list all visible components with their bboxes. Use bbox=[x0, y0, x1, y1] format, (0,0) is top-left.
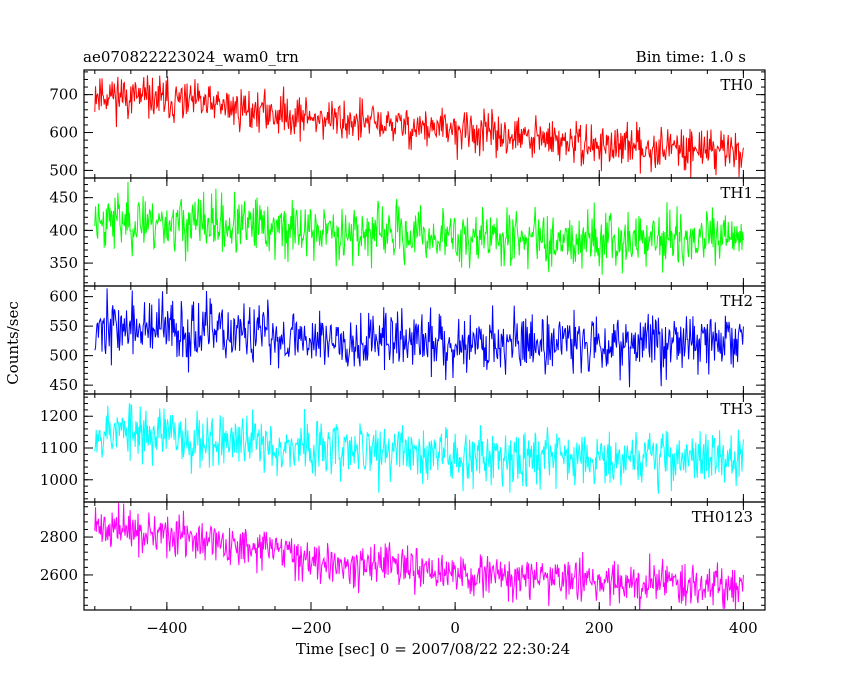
x-axis-label: Time [sec] 0 = 2007/08/22 22:30:24 bbox=[296, 640, 570, 658]
panel-th0: 500 600 700 TH0 bbox=[49, 69, 766, 179]
panel-label: TH3 bbox=[720, 400, 753, 418]
y-tick-label: 600 bbox=[49, 288, 78, 306]
x-tick-label: −200 bbox=[290, 619, 331, 637]
x-tick-label: 200 bbox=[585, 619, 614, 637]
y-tick-label: 400 bbox=[49, 221, 78, 239]
panel-th3: 1000 1100 1200 TH3 bbox=[40, 393, 766, 503]
y-tick-label: 550 bbox=[49, 317, 78, 335]
chart-title: ae070822223024_wam0_trn bbox=[83, 48, 299, 66]
y-tick-label: 600 bbox=[49, 124, 78, 142]
series-th0 bbox=[94, 75, 744, 178]
series-th0123 bbox=[94, 502, 744, 610]
panel-th0123: 2600 2800 TH0123 bbox=[40, 501, 766, 611]
y-tick-label: 450 bbox=[49, 376, 78, 394]
y-tick-label: 1200 bbox=[40, 407, 78, 425]
series-th3 bbox=[94, 403, 744, 494]
panel-frame bbox=[83, 393, 766, 503]
x-tick-label: 400 bbox=[729, 619, 758, 637]
x-axis: −400 −200 0 200 400 bbox=[146, 619, 757, 637]
y-axis-label: Counts/sec bbox=[4, 301, 22, 385]
series-th2 bbox=[94, 288, 744, 388]
y-tick-label: 350 bbox=[49, 254, 78, 272]
x-tick-label: 0 bbox=[450, 619, 460, 637]
y-tick-label: 500 bbox=[49, 347, 78, 365]
y-tick-label: 700 bbox=[49, 86, 78, 104]
y-tick-label: 450 bbox=[49, 189, 78, 207]
y-tick-label: 500 bbox=[49, 161, 78, 179]
panels-group: 500 600 700 TH0 350 400 450 TH1 450 500 550 600 TH2 1… bbox=[40, 69, 766, 611]
panel-th1: 350 400 450 TH1 bbox=[49, 177, 766, 287]
x-tick-label: −400 bbox=[146, 619, 187, 637]
panel-label: TH0 bbox=[720, 76, 753, 94]
panel-label: TH1 bbox=[720, 184, 753, 202]
series-th1 bbox=[94, 181, 744, 275]
panel-label: TH2 bbox=[720, 292, 753, 310]
y-tick-label: 1000 bbox=[40, 471, 78, 489]
panel-frame bbox=[83, 501, 766, 611]
panel-label: TH0123 bbox=[692, 508, 753, 526]
y-tick-label: 1100 bbox=[40, 439, 78, 457]
bin-time-label: Bin time: 1.0 s bbox=[636, 48, 746, 66]
y-tick-label: 2600 bbox=[40, 566, 78, 584]
panel-th2: 450 500 550 600 TH2 bbox=[49, 285, 766, 395]
y-tick-label: 2800 bbox=[40, 528, 78, 546]
